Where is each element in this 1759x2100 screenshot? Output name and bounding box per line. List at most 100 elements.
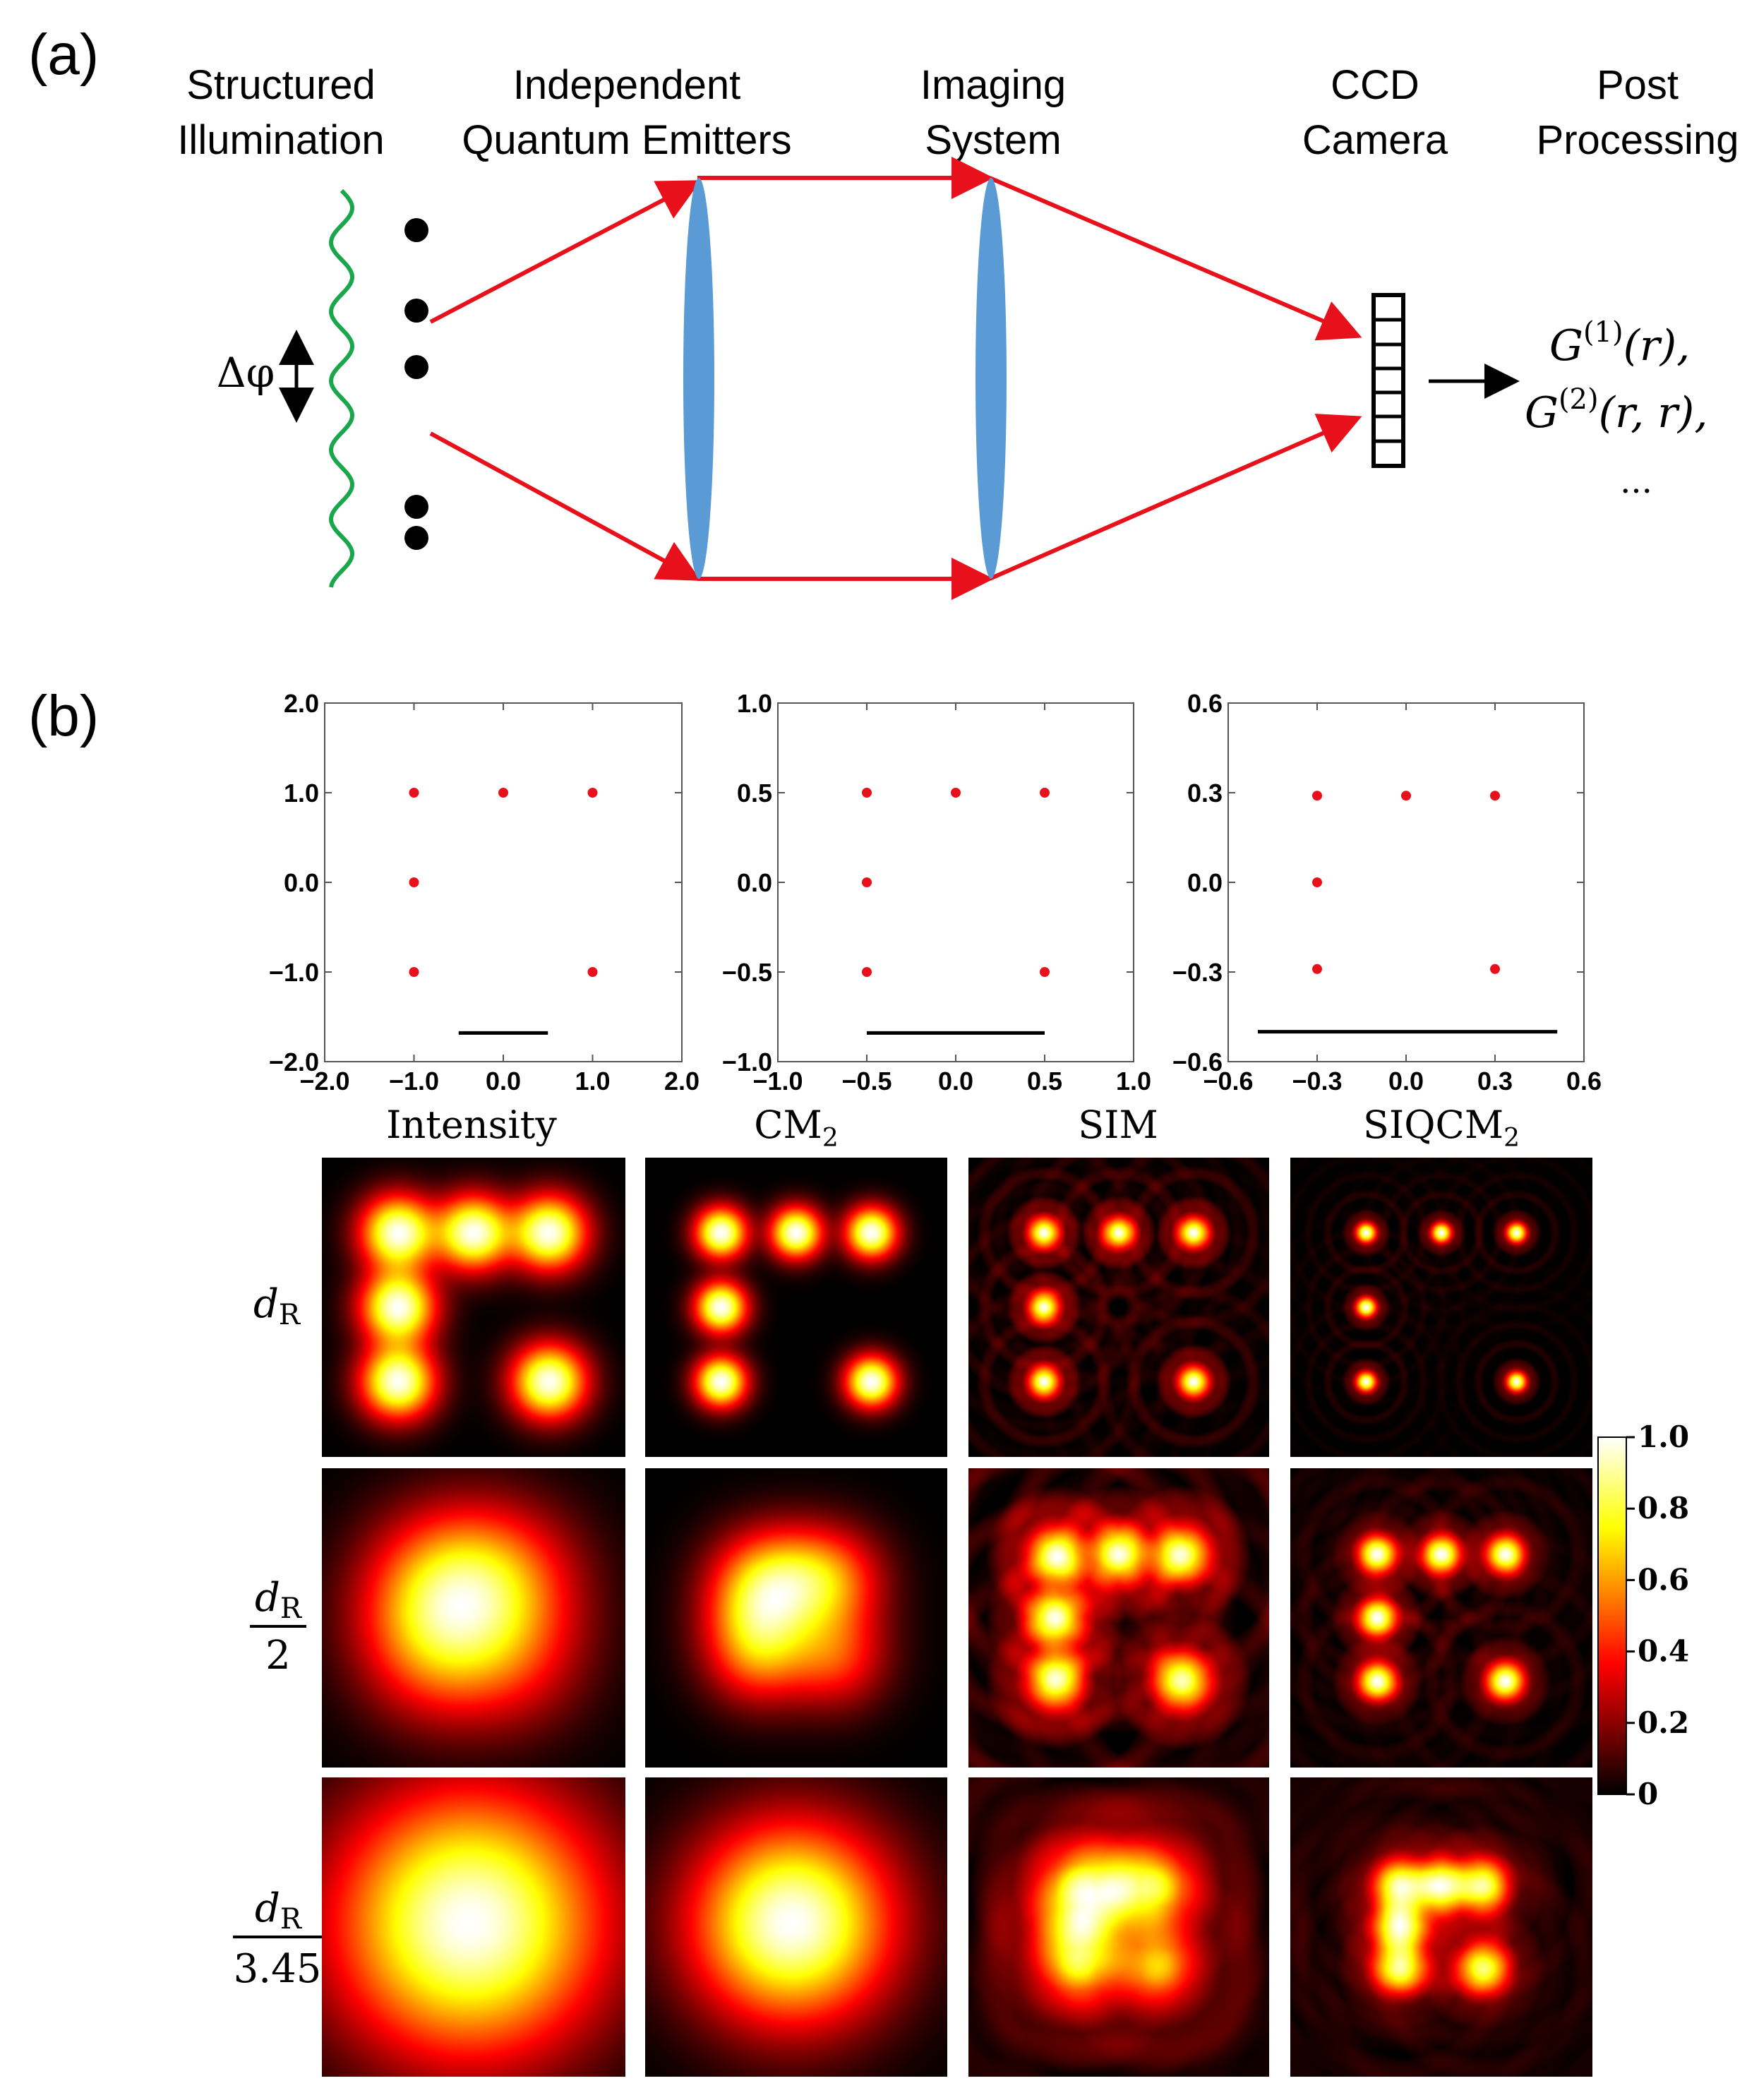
emitter-point [1490,964,1500,974]
emitter-point [1401,791,1411,801]
emitter-point [1312,877,1322,887]
label-imaging-line1: Imaging [920,62,1066,108]
colorbar-tick-label: 1.0 [1638,1420,1689,1454]
label-post-line1: Post [1597,62,1679,108]
panel-a-label: (a) [28,23,99,87]
colorbar-tick-label: 0 [1638,1777,1658,1811]
heatmap-intensity-dr-2 [322,1468,625,1768]
label-emitters-line2: Quantum Emitters [462,117,791,163]
y-tick-label: −1.0 [269,958,319,987]
y-tick-label: −2.0 [269,1048,319,1076]
x-tick-label: 0.0 [486,1067,521,1096]
x-tick-label: −0.3 [1292,1067,1342,1096]
y-tick-label: −0.6 [1172,1048,1223,1076]
emitter-point [409,788,419,798]
x-tick-label: 1.0 [575,1067,610,1096]
scatter-plot-3: −0.6 −0.3 0.0 0.3 0.6 0.6 0.3 0.0 −0.3 −0.6 [1172,689,1602,1096]
x-tick-label: −0.6 [1203,1067,1253,1096]
emitter-point [587,788,598,798]
scatter-plots: −2.0 −1.0 0.0 1.0 2.0 2.0 1.0 0.0 −1.0 −2.0 −1.0 −0… [269,689,1602,1096]
y-tick-label: 1.0 [737,689,772,718]
column-title-sim: SIM [1078,1103,1158,1147]
column-title-intensity: Intensity [386,1103,557,1147]
colorbar-gradient [1597,1436,1627,1795]
panel-b: (b) −2.0 −1.0 0.0 1.0 2.0 2.0 1.0 0.0 −1.0 −2.0 −1… [28,684,1689,2077]
emitter-point [1312,791,1322,801]
emitter-point [498,788,508,798]
y-tick-label: 0.5 [737,779,772,808]
colorbar-tick-label: 0.4 [1638,1634,1689,1669]
x-tick-label: 0.5 [1027,1067,1062,1096]
plot-frame [1227,702,1585,1062]
x-tick-label: 0.6 [1566,1067,1602,1096]
heatmap-cm2-dr-345 [645,1777,947,2077]
lens-2 [975,178,1007,579]
column-titles: Intensity CM2 SIM SIQCM2 [386,1103,1520,1153]
plot-frame [324,702,683,1062]
x-tick-label: −0.5 [841,1067,891,1096]
emitter-point [409,877,419,887]
ccd-camera-icon [1371,293,1405,468]
structured-illumination-wave [328,188,355,588]
row-labels: dR dR 2 dR 3.45 [233,1281,322,1992]
label-ccd-line2: Camera [1302,117,1448,163]
y-tick-label: 0.0 [1187,868,1223,897]
x-tick-label: −2.0 [299,1067,349,1096]
emitter-point [862,877,872,887]
row-label-dr-345-den: 3.45 [234,1946,322,1992]
light-rays [429,157,1362,600]
x-tick-label: 0.3 [1477,1067,1513,1096]
heatmap-cm2-dr-2 [645,1468,947,1768]
emitter-point [951,788,961,798]
emitter-point [1490,791,1500,801]
output-g2: G(2)(r, r), [1525,383,1707,438]
emitter-dot [404,218,428,242]
heatmap-sim-dr-2 [968,1468,1269,1768]
x-tick-label: 2.0 [664,1067,700,1096]
scatter-plot-1: −2.0 −1.0 0.0 1.0 2.0 2.0 1.0 0.0 −1.0 −2.0 [269,689,700,1096]
x-tick-label: 1.0 [1116,1067,1151,1096]
colorbar-tick-label: 0.8 [1638,1491,1689,1525]
scatter-plot-2: −1.0 −0.5 0.0 0.5 1.0 1.0 0.5 0.0 −0.5 −1.0 [722,689,1151,1096]
x-tick-label: 0.0 [1388,1067,1424,1096]
emitter-point [587,967,598,977]
label-ccd-line1: CCD [1331,62,1419,108]
y-tick-label: 0.0 [737,868,772,897]
row-label-dr: dR [253,1281,301,1331]
label-post-line2: Processing [1537,117,1739,163]
row-label-dr-345-num: dR [255,1885,303,1936]
emitter-point [1040,788,1050,798]
panel-a: (a) Structured Illumination Independent … [28,23,1739,600]
panel-b-label: (b) [28,684,99,748]
heatmap-grid [322,1158,1592,2077]
y-tick-label: 2.0 [284,689,319,718]
column-title-siqcm2: SIQCM2 [1363,1103,1520,1153]
y-tick-label: −0.5 [722,958,772,987]
row-label-dr-2-den: 2 [265,1633,291,1679]
emitter-dot [404,299,428,323]
emitter-point [862,788,872,798]
output-ellipsis: ... [1620,462,1652,501]
colorbar-ticks: 1.0 0.8 0.6 0.4 0.2 0 [1626,1420,1689,1811]
emitter-point [409,967,419,977]
y-tick-label: 0.0 [284,868,319,897]
x-tick-label: −1.0 [752,1067,803,1096]
plot-frame [777,702,1134,1062]
emitter-dot [404,526,428,550]
y-tick-label: −1.0 [722,1048,772,1076]
emitter-point [1312,964,1322,974]
lens-1 [683,178,714,579]
y-tick-label: −0.3 [1172,958,1223,987]
x-tick-label: 0.0 [938,1067,973,1096]
heatmap-intensity-dr-345 [322,1777,625,2077]
emitter-point [862,967,872,977]
y-tick-label: 0.3 [1187,779,1223,808]
delta-phi-label: Δφ [217,349,275,397]
y-tick-label: 0.6 [1187,689,1223,718]
heatmap-cm2-dr [645,1158,947,1457]
heatmap-sim-dr-345 [968,1777,1269,2077]
label-emitters-line1: Independent [513,62,741,108]
heatmap-siqcm2-dr-345 [1290,1777,1592,2077]
label-imaging-line2: System [925,117,1061,163]
